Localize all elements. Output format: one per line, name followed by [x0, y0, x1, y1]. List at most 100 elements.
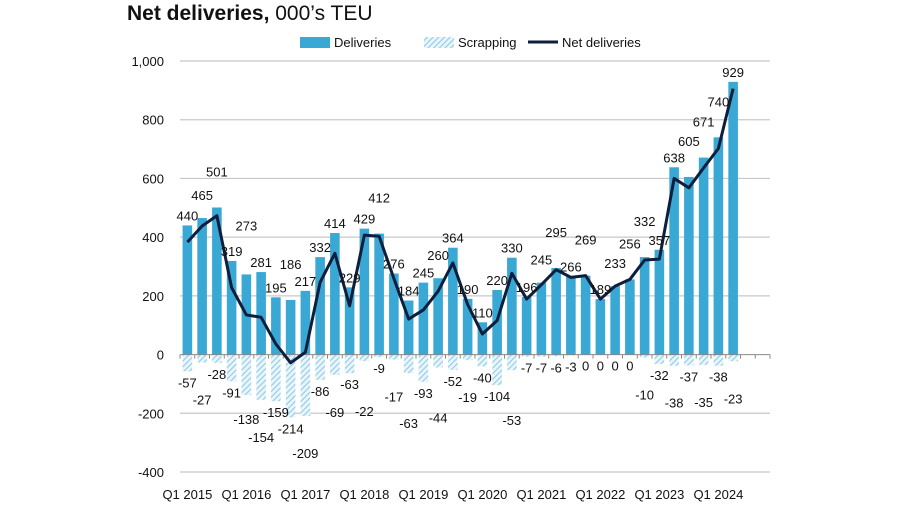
- delivery-label: 671: [693, 115, 715, 130]
- scrapping-bar: [182, 354, 193, 372]
- scrapping-label: -52: [443, 374, 462, 389]
- delivery-bar: [610, 286, 620, 355]
- scrapping-label: -159: [263, 405, 289, 420]
- scrapping-bar: [285, 354, 296, 418]
- delivery-label: 929: [722, 65, 744, 80]
- delivery-label: 605: [678, 134, 700, 149]
- scrapping-bar: [374, 354, 384, 358]
- scrapping-bar: [728, 354, 738, 362]
- title-rest: 000’s TEU: [269, 2, 373, 25]
- scrapping-label: -91: [222, 385, 241, 400]
- scrapping-bar: [448, 354, 458, 370]
- scrapping-bar: [477, 354, 488, 367]
- scrapping-bar: [241, 354, 252, 396]
- delivery-bar: [462, 298, 473, 355]
- scrapping-bar: [256, 354, 266, 400]
- x-tick-label: Q1 2015: [162, 487, 212, 502]
- scrapping-label: -38: [709, 370, 728, 385]
- delivery-bar: [536, 282, 547, 355]
- delivery-bar: [448, 247, 458, 355]
- delivery-label: 217: [295, 274, 317, 289]
- scrapping-bar: [654, 354, 665, 364]
- scrapping-bar: [462, 354, 473, 361]
- scrapping-bar: [521, 354, 532, 357]
- scrapping-label: -154: [248, 430, 274, 445]
- legend-label-deliveries: Deliveries: [334, 35, 392, 50]
- scrapping-bar: [212, 354, 222, 363]
- title-bold: Net deliveries,: [127, 2, 270, 25]
- delivery-label: 414: [324, 216, 346, 231]
- delivery-bar: [403, 300, 414, 355]
- y-tick-label: 1,000: [131, 54, 164, 69]
- scrapping-label: -22: [355, 404, 374, 419]
- delivery-bar: [300, 290, 311, 355]
- scrapping-label: -7: [521, 361, 533, 376]
- delivery-label: 260: [427, 248, 449, 263]
- delivery-label: 189: [590, 282, 612, 297]
- delivery-bar: [344, 287, 355, 355]
- scrapping-label: -10: [635, 388, 654, 403]
- delivery-label: 196: [516, 280, 538, 295]
- delivery-bar: [374, 233, 384, 355]
- delivery-bar: [713, 137, 724, 355]
- x-tick-label: Q1 2023: [634, 487, 684, 502]
- delivery-label: 190: [457, 282, 479, 297]
- delivery-label: 256: [619, 236, 641, 251]
- scrapping-label: 0: [612, 359, 619, 374]
- y-tick-label: 600: [142, 171, 164, 186]
- delivery-label: 412: [368, 191, 390, 206]
- delivery-bar: [580, 275, 591, 355]
- delivery-label: 269: [575, 233, 597, 248]
- x-tick-label: Q1 2019: [398, 487, 448, 502]
- scrapping-label: -40: [473, 370, 492, 385]
- delivery-bar: [566, 276, 576, 355]
- scrapping-label: -27: [193, 392, 212, 407]
- delivery-bar: [639, 257, 650, 355]
- scrapping-label: -9: [373, 361, 385, 376]
- x-tick-label: Q1 2020: [457, 487, 507, 502]
- delivery-bar: [669, 167, 679, 355]
- delivery-label: 440: [177, 208, 199, 223]
- delivery-bar: [418, 282, 429, 355]
- delivery-label: 319: [221, 244, 243, 259]
- scrapping-bar: [698, 354, 709, 365]
- delivery-label: 229: [339, 270, 361, 285]
- scrapping-label: -214: [278, 421, 304, 436]
- scrapping-bar: [197, 354, 207, 363]
- scrapping-label: -28: [207, 367, 226, 382]
- delivery-label: 245: [413, 266, 435, 281]
- delivery-label: 357: [649, 233, 671, 248]
- delivery-bar: [315, 257, 325, 355]
- delivery-label: 332: [634, 214, 656, 229]
- y-tick-label: 200: [142, 289, 164, 304]
- delivery-bar: [197, 218, 207, 355]
- delivery-bar: [433, 278, 443, 355]
- delivery-bar: [330, 233, 340, 355]
- scrapping-bar: [300, 354, 311, 416]
- scrapping-bar: [226, 354, 237, 382]
- delivery-bar: [625, 279, 635, 355]
- delivery-label: 429: [354, 212, 376, 227]
- scrapping-bar: [433, 354, 443, 368]
- delivery-label: 245: [531, 253, 553, 268]
- scrapping-bar: [713, 354, 724, 366]
- scrapping-bar: [389, 354, 399, 360]
- y-tick-label: 0: [157, 348, 164, 363]
- scrapping-label: -138: [233, 412, 259, 427]
- delivery-label: 110: [472, 305, 493, 320]
- scrapping-label: -3: [565, 359, 577, 374]
- y-tick-label: -400: [138, 465, 164, 480]
- scrapping-bar: [403, 354, 414, 374]
- scrapping-bar: [536, 354, 547, 357]
- scrapping-bar: [551, 354, 561, 357]
- x-tick-label: Q1 2024: [693, 487, 743, 502]
- delivery-label: 276: [383, 257, 405, 272]
- scrapping-label: -93: [414, 386, 433, 401]
- scrapping-label: 0: [626, 359, 633, 374]
- delivery-label: 266: [560, 259, 582, 274]
- delivery-bar: [654, 249, 665, 355]
- x-tick-label: Q1 2017: [280, 487, 330, 502]
- delivery-bar: [477, 322, 488, 355]
- scrapping-label: -53: [502, 413, 521, 428]
- scrapping-label: -38: [665, 396, 684, 411]
